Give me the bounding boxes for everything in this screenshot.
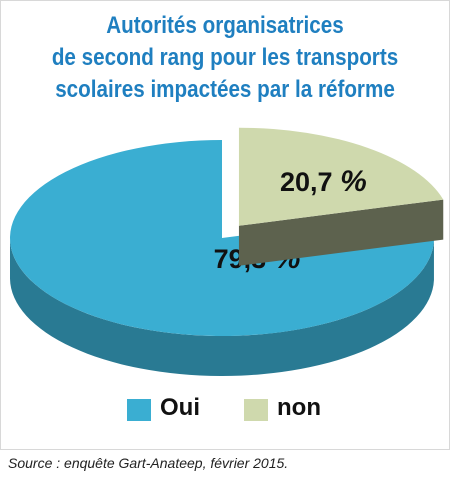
chart-title-line-2: de second rang pour les transports	[51, 44, 399, 71]
pie-cut-face-non	[238, 199, 444, 266]
pie-wall-oui	[10, 238, 434, 376]
legend-label-oui: Oui	[160, 394, 200, 421]
chart-title: Autorités organisatrices de second rang …	[32, 10, 419, 106]
source-note: Source : enquête Gart-Anateep, février 2…	[8, 455, 289, 471]
chart-title-line-1: Autorités organisatrices	[106, 12, 344, 39]
legend-swatch-oui	[127, 399, 151, 421]
pie-label-non: 20,7 %	[280, 165, 367, 198]
pie-slice-non	[238, 127, 444, 226]
legend-label-non: non	[277, 394, 321, 421]
chart-title-line-3: scolaires impactées par la réforme	[55, 76, 395, 103]
legend-swatch-non	[244, 399, 268, 421]
chart-legend: Oui non	[0, 390, 450, 430]
pie-slice-oui	[10, 140, 434, 336]
